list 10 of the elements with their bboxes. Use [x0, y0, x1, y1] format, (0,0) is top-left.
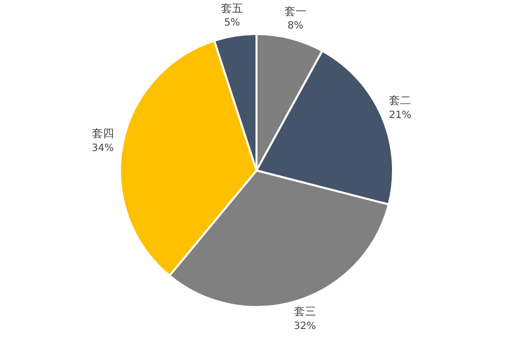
slice-label: 套四 [92, 127, 114, 140]
slice-label: 套二 [389, 94, 412, 108]
slice-label: 套五 [221, 2, 244, 15]
slice-label: 套一 [284, 4, 306, 18]
data-label: 5% [224, 18, 240, 29]
data-label: 8% [287, 20, 304, 32]
slice-label: 套三 [294, 305, 316, 318]
data-label: 21% [389, 110, 412, 121]
data-label: 32% [294, 320, 316, 332]
data-label: 34% [92, 142, 114, 154]
